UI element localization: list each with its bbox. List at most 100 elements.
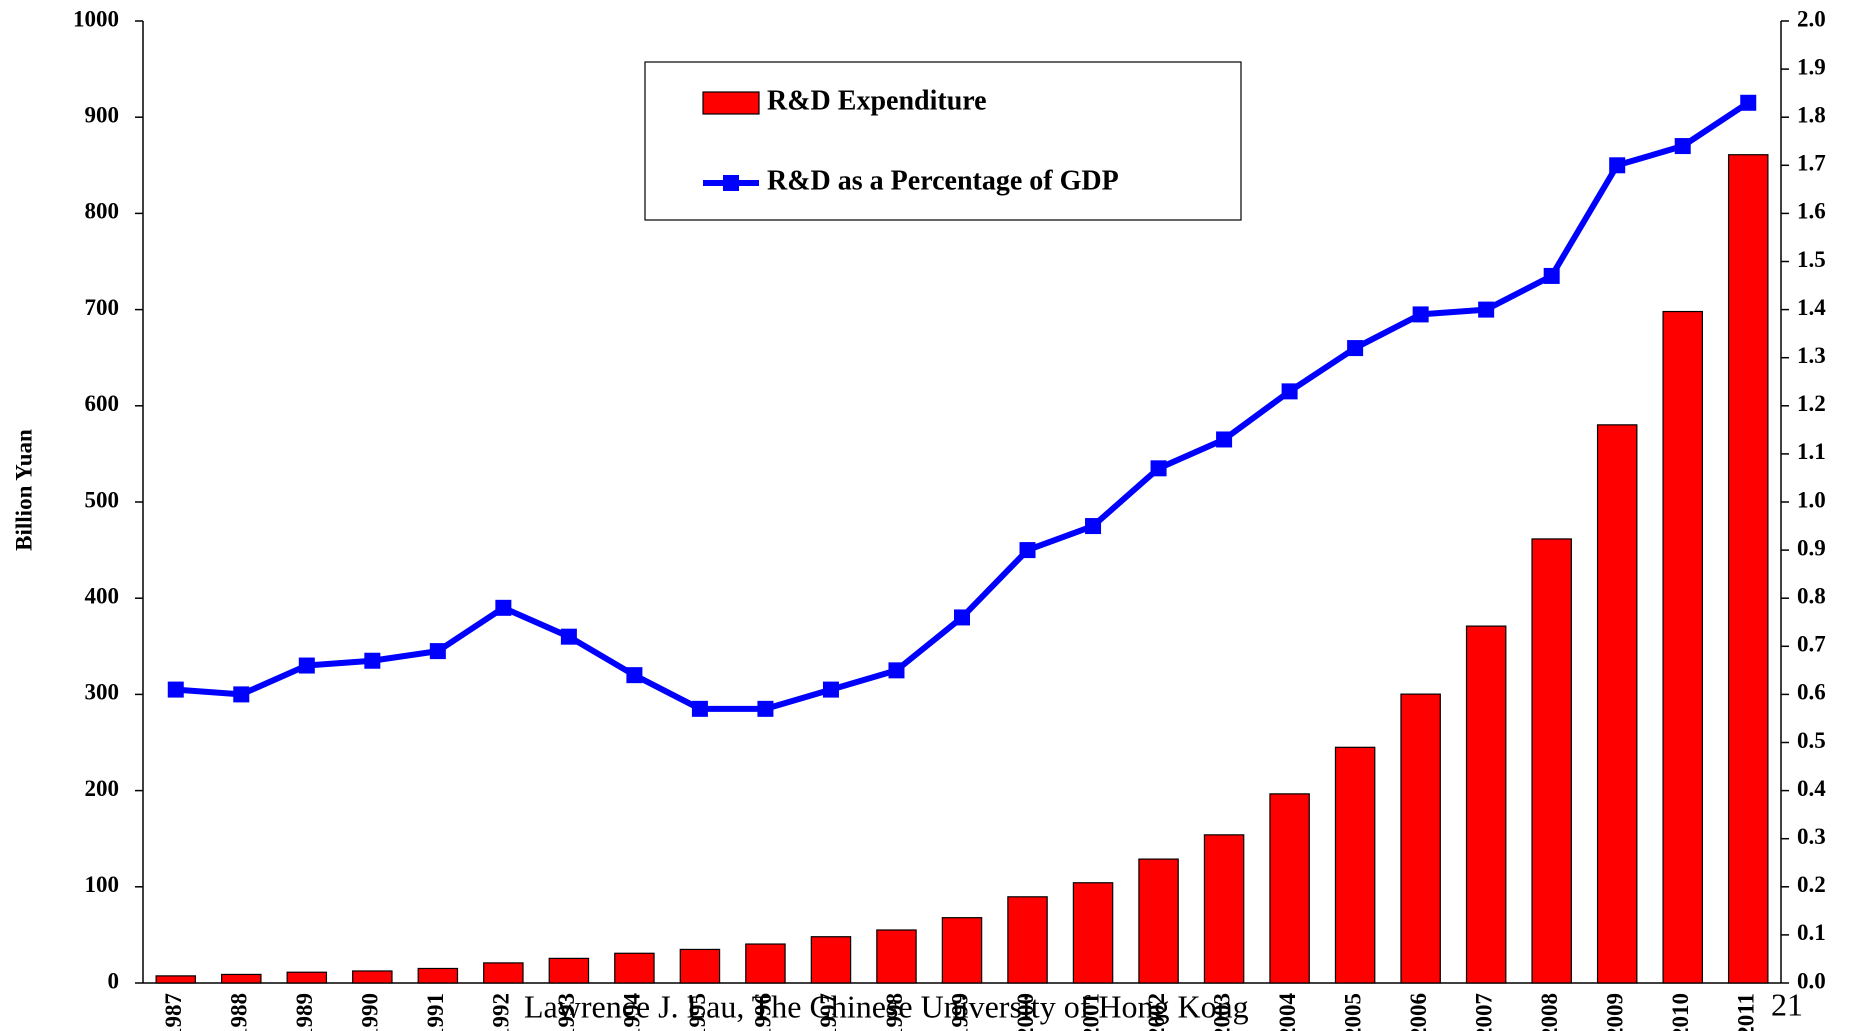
legend-marker [723, 175, 739, 191]
bar [1072, 882, 1114, 984]
y-tick-label: 100 [85, 872, 120, 897]
footer-text: Lawrence J. Lau, The Chinese University … [524, 988, 1249, 1024]
bar [483, 962, 524, 984]
bar [810, 936, 852, 984]
x-tick-label: 2002 [1144, 993, 1169, 1031]
y2-tick-label: 0.3 [1797, 824, 1826, 849]
bar [679, 948, 721, 984]
x-tick-label: 1997 [816, 993, 841, 1031]
bar [286, 971, 328, 984]
x-tick-label: 2005 [1340, 993, 1365, 1031]
y-tick-label: 900 [85, 102, 120, 127]
bar [1138, 858, 1179, 984]
marker [1019, 542, 1036, 559]
bar [1269, 793, 1310, 984]
marker [954, 609, 970, 626]
x-tick-label: 2007 [1471, 993, 1496, 1031]
x-tick-label: 2004 [1275, 993, 1300, 1031]
x-tick-label: 2000 [1013, 993, 1038, 1031]
y2-tick-label: 1.1 [1797, 439, 1826, 464]
bar [1662, 310, 1703, 984]
marker [167, 681, 184, 698]
x-tick-label: 1995 [685, 993, 710, 1031]
x-tick-label: 2009 [1602, 993, 1627, 1031]
y-tick-label: 600 [85, 391, 120, 416]
bar [417, 967, 459, 984]
bar [941, 917, 983, 984]
marker [1740, 94, 1757, 111]
y-tick-label: 1000 [73, 6, 119, 31]
y2-tick-label: 0.4 [1797, 776, 1826, 801]
x-tick-label: 1987 [161, 993, 186, 1031]
bar [548, 957, 590, 984]
x-tick-label: 2001 [1078, 993, 1103, 1031]
y-tick-label: 300 [85, 680, 120, 705]
x-tick-label: 1990 [358, 993, 383, 1031]
marker [691, 700, 708, 717]
x-tick-label: 1988 [227, 993, 252, 1031]
bar [1727, 154, 1769, 984]
legend-label: R&D as a Percentage of GDP [767, 165, 1119, 196]
marker [1609, 157, 1626, 174]
marker [364, 652, 381, 669]
bar [876, 929, 917, 984]
bar [614, 952, 655, 984]
y2-tick-label: 0.1 [1797, 920, 1826, 945]
y2-tick-label: 1.3 [1797, 343, 1826, 368]
x-tick-label: 2008 [1537, 993, 1562, 1031]
bar [1465, 625, 1507, 984]
bar [1596, 424, 1638, 984]
marker [560, 628, 577, 645]
marker [1085, 518, 1102, 535]
x-tick-label: 2006 [1406, 993, 1431, 1031]
y-tick-label: 0 [108, 968, 120, 993]
x-tick-label: 1998 [882, 993, 907, 1031]
y-tick-label: 500 [85, 487, 120, 512]
y2-tick-label: 0.5 [1797, 728, 1826, 753]
y2-tick-label: 1.6 [1797, 199, 1826, 224]
marker [888, 662, 905, 679]
x-tick-label: 2011 [1734, 993, 1759, 1031]
y2-tick-label: 0.9 [1797, 535, 1826, 560]
marker [1216, 431, 1233, 448]
y2-tick-label: 1.9 [1797, 54, 1826, 79]
y2-tick-label: 1.2 [1797, 391, 1826, 416]
page-number: 21 [1771, 986, 1803, 1022]
y2-tick-label: 1.5 [1797, 247, 1826, 272]
y-tick-label: 400 [85, 583, 120, 608]
marker [298, 657, 315, 674]
marker [1674, 138, 1691, 155]
y2-tick-label: 1.0 [1797, 487, 1826, 512]
bar [352, 970, 393, 984]
y2-tick-label: 0.7 [1797, 632, 1826, 657]
x-tick-label: 1992 [489, 993, 514, 1031]
x-tick-label: 2003 [1209, 993, 1234, 1031]
marker [1478, 301, 1495, 318]
y-tick-label: 800 [85, 199, 120, 224]
bar [1400, 693, 1441, 984]
marker [1150, 460, 1167, 477]
x-tick-label: 1996 [751, 993, 776, 1031]
x-tick-label: 1993 [554, 993, 579, 1031]
bar [221, 973, 262, 984]
bar [155, 975, 197, 984]
x-tick-label: 1994 [620, 993, 645, 1031]
marker [757, 700, 774, 717]
x-tick-label: 1999 [947, 993, 972, 1031]
y2-tick-label: 0.8 [1797, 583, 1826, 608]
x-tick-label: 1991 [423, 993, 448, 1031]
marker [233, 686, 250, 703]
marker [1347, 340, 1364, 357]
y2-tick-label: 2.0 [1797, 6, 1826, 31]
bar [1334, 746, 1376, 984]
marker [1281, 383, 1298, 400]
x-tick-label: 1989 [292, 993, 317, 1031]
legend-box [644, 61, 1242, 221]
y2-tick-label: 1.7 [1797, 151, 1826, 176]
bar [1531, 538, 1572, 984]
y-axis-label: Billion Yuan [11, 429, 36, 551]
bar [745, 943, 786, 984]
legend-label: R&D Expenditure [767, 85, 987, 116]
y-tick-label: 700 [85, 295, 120, 320]
